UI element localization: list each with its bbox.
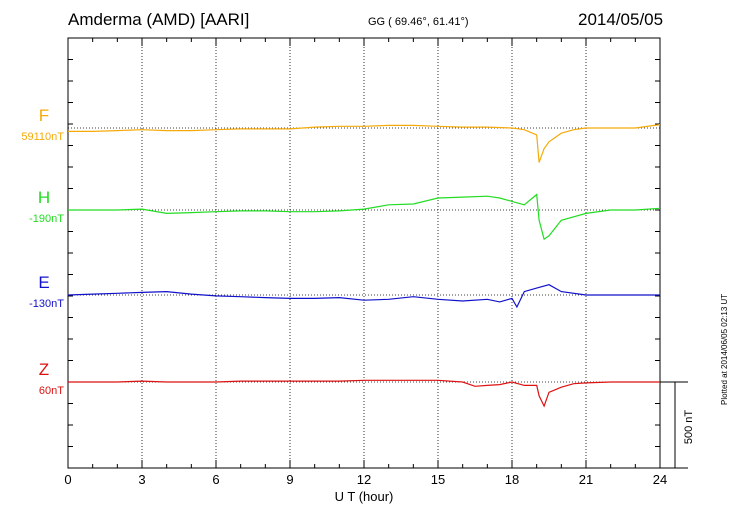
baseline-value-Z: 60nT bbox=[38, 385, 64, 397]
x-axis-label: U T (hour) bbox=[335, 489, 394, 504]
plot-frame bbox=[67, 37, 661, 469]
baseline-value-H: -190nT bbox=[29, 213, 64, 225]
series-line-H bbox=[68, 193, 661, 241]
channel-label-Z: Z bbox=[38, 360, 50, 379]
date-label: 2014/05/05 bbox=[578, 10, 664, 29]
x-tick-label: 9 bbox=[286, 472, 293, 487]
scale-bar-label: 500 nT bbox=[683, 410, 695, 445]
channel-label-E: E bbox=[38, 273, 50, 292]
series-line-Z bbox=[68, 379, 660, 408]
x-tick-label: 3 bbox=[138, 472, 145, 487]
x-tick-label: 6 bbox=[212, 472, 219, 487]
x-tick-label: 12 bbox=[357, 472, 371, 487]
channel-label-H: H bbox=[37, 188, 51, 207]
baseline-value-F: 59110nT bbox=[21, 131, 64, 143]
x-tick-label: 0 bbox=[64, 472, 71, 487]
series-line-E bbox=[67, 284, 660, 309]
coordinates-label: GG ( 69.46°, 61.41°) bbox=[368, 16, 469, 28]
x-tick-label: 18 bbox=[505, 472, 519, 487]
baseline-value-E: -130nT bbox=[29, 298, 64, 310]
station-title: Amderma (AMD) [AARI] bbox=[68, 10, 250, 29]
x-tick-label: 21 bbox=[579, 472, 593, 487]
channel-label-F: F bbox=[38, 106, 50, 125]
series-line-F bbox=[68, 124, 661, 163]
plotted-timestamp: Plotted at 2014/06/05 02:13 UT bbox=[720, 293, 729, 405]
x-tick-label: 15 bbox=[431, 472, 445, 487]
x-tick-label: 24 bbox=[653, 472, 667, 487]
